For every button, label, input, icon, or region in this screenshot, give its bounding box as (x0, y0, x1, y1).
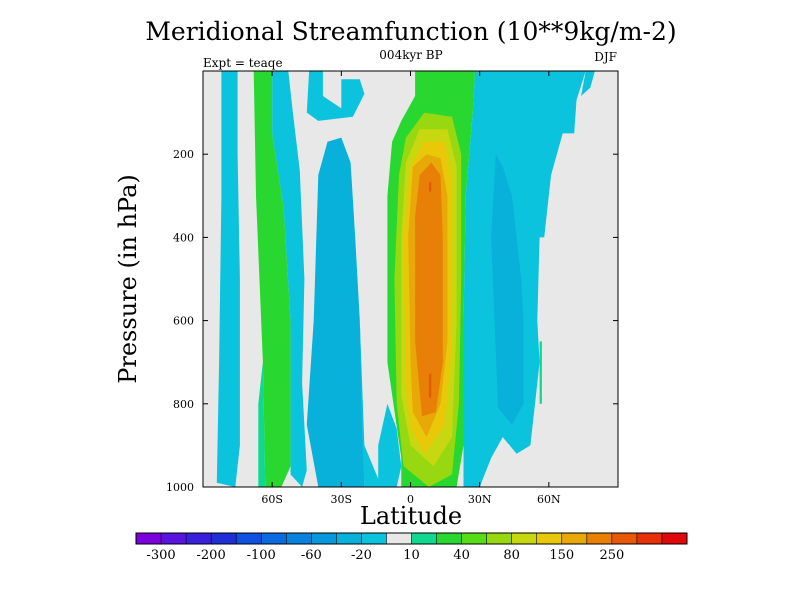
colorbar-label: -100 (247, 548, 276, 563)
colorbar-swatch (386, 533, 412, 544)
colorbar-swatch (136, 533, 162, 544)
contour-region-sh-cyan-fringe (272, 71, 307, 487)
colorbar-label: -200 (197, 548, 226, 563)
colorbar-label: 250 (599, 548, 624, 563)
colorbar-swatch (336, 533, 362, 544)
contour-region-nh-ferrel-cyan (463, 71, 586, 487)
colorbar-label: 40 (453, 548, 470, 563)
colorbar-swatch (511, 533, 538, 544)
contour-region-hadley-dark-orange (415, 162, 443, 417)
x-tick-label: 60S (261, 493, 283, 506)
chart-subtitle: 004kyr BP (379, 48, 442, 62)
y-tick-label: 600 (173, 315, 194, 328)
colorbar-swatch (486, 533, 512, 544)
left-annotation: Expt = teaqe (203, 56, 283, 70)
right-annotation: DJF (594, 50, 617, 64)
y-tick-label: 400 (173, 231, 194, 244)
colorbar-swatch (311, 533, 337, 544)
colorbar-swatch (186, 533, 212, 544)
colorbar-swatch (411, 533, 437, 544)
x-tick-label: 30S (331, 493, 353, 506)
contour-region-nh-polar-green (539, 341, 542, 404)
y-axis-label: Pressure (in hPa) (114, 174, 142, 384)
colorbar-label: 150 (549, 548, 574, 563)
colorbar-swatch (561, 533, 588, 544)
colorbar-swatch (236, 533, 262, 544)
colorbar-swatch (211, 533, 237, 544)
colorbar-swatch (461, 533, 487, 544)
x-tick-label: 30N (468, 493, 492, 506)
contour-region-hadley-red-core-b (428, 372, 432, 398)
contour-region-nh-cyan-lobe (378, 403, 402, 487)
colorbar-label: 80 (503, 548, 520, 563)
y-axis-ticks: 200 400 600 800 1000 (166, 148, 618, 494)
x-axis-ticks: 60S 30S 0 30N 60N (261, 71, 561, 506)
colorbar-swatch (611, 533, 638, 544)
colorbar-swatch (261, 533, 287, 544)
contour-region-hadley-red-core-a (428, 181, 432, 192)
y-tick-label: 1000 (166, 481, 194, 494)
colorbar-label: -20 (351, 548, 372, 563)
colorbar-swatch (361, 533, 387, 544)
contour-region-sh-hadley-blue (306, 137, 365, 487)
contour-region-sh-top-cyan (306, 71, 365, 121)
contour-region-sh-polar-cell (216, 71, 240, 487)
contour-region-sh-ferrel-band (253, 71, 291, 487)
colorbar-label: -300 (146, 548, 175, 563)
colorbar-swatch (661, 533, 688, 544)
colorbar-label: 10 (403, 548, 420, 563)
x-axis-label: Latitude (360, 502, 462, 530)
chart-title: Meridional Streamfunction (10**9kg/m-2) (145, 17, 676, 46)
y-tick-label: 200 (173, 148, 194, 161)
x-tick-label: 60N (537, 493, 561, 506)
colorbar-label: -60 (301, 548, 322, 563)
contour-region-sh-green-tail (258, 362, 266, 487)
x-tick-label: 0 (407, 493, 414, 506)
colorbar-swatch (436, 533, 462, 544)
colorbar-swatch (536, 533, 563, 544)
contour-region-nh-ferrel-blue (491, 154, 524, 425)
y-tick-label: 800 (173, 398, 194, 411)
colorbar: -300 -200 -100 -60 -20 10 40 80 150 250 (135, 532, 688, 563)
colorbar-swatch (286, 533, 312, 544)
colorbar-swatch (636, 533, 663, 544)
contour-region-nh-top-strip (581, 71, 595, 96)
colorbar-swatch (161, 533, 187, 544)
contour-plot-area (202, 70, 619, 488)
colorbar-swatch (586, 533, 613, 544)
